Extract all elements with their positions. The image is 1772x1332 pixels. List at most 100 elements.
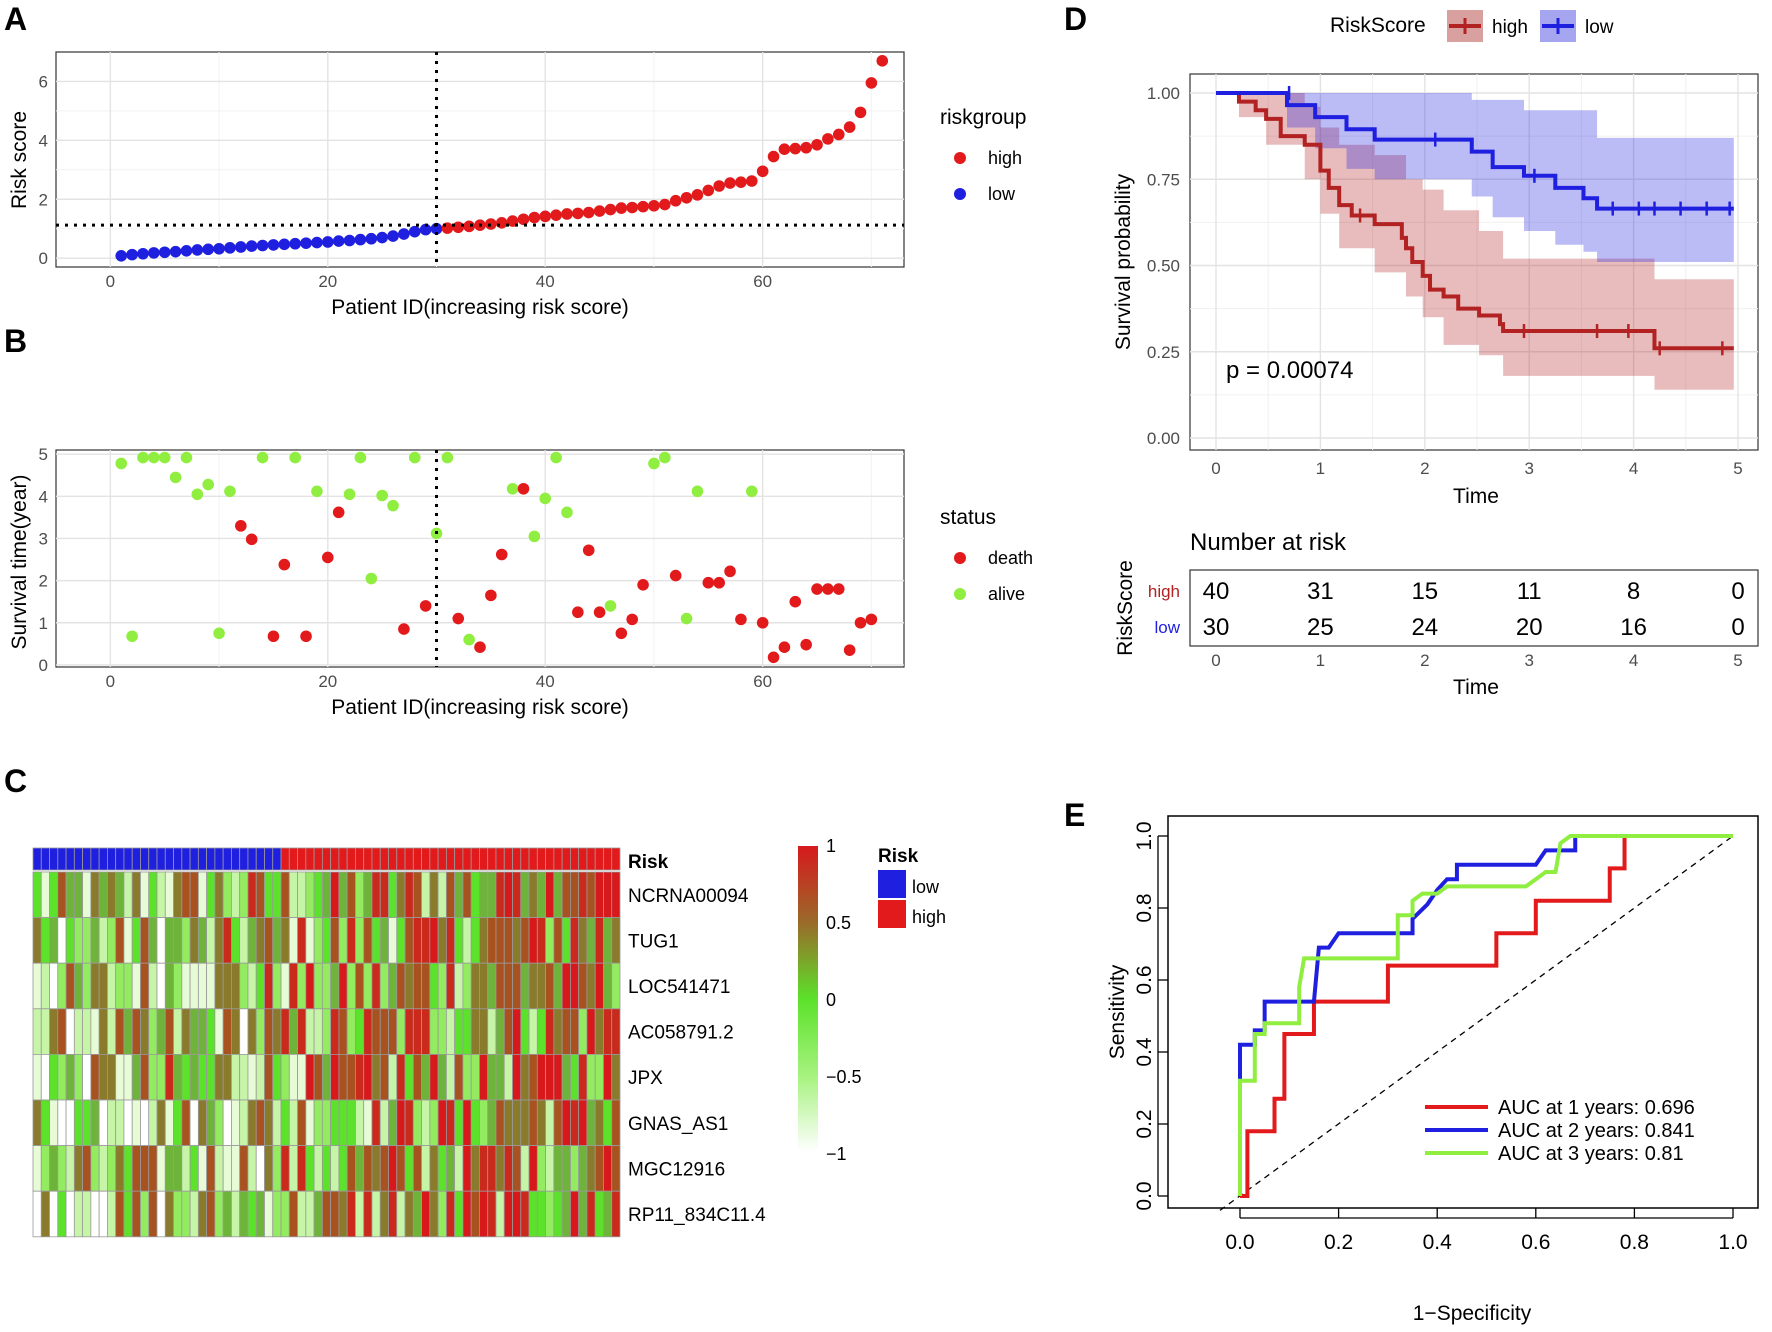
colorbar-tick-label: 0.5	[826, 913, 851, 933]
diagonal-reference	[1219, 835, 1734, 1211]
heatmap-cell	[123, 917, 133, 964]
legend-high-label: high	[912, 907, 946, 927]
heatmap-cell	[363, 962, 373, 1010]
risk-point	[180, 245, 193, 257]
heatmap-cell	[297, 917, 307, 964]
heatmap-cell	[528, 1008, 538, 1055]
annotation-cell	[520, 847, 530, 871]
y-tick-label: 0.50	[1147, 257, 1180, 276]
heatmap-cell	[429, 962, 439, 1010]
death-point	[452, 612, 465, 625]
heatmap-cell	[321, 1099, 332, 1146]
heatmap-cell	[603, 1008, 613, 1055]
heatmap-cell	[512, 1145, 522, 1192]
heatmap-cell	[173, 1099, 183, 1146]
heatmap-cell	[49, 1145, 59, 1192]
x-tick-label: 4	[1629, 459, 1638, 478]
heatmap-cell	[264, 1190, 274, 1238]
heatmap-cell	[321, 962, 332, 1010]
alive-point	[148, 451, 160, 464]
heatmap-cell	[247, 962, 257, 1010]
x-axis-title: Patient ID(increasing risk score)	[331, 696, 629, 719]
y-tick-label: 0	[39, 249, 48, 268]
annotation-cell	[98, 847, 108, 871]
heatmap-cell	[156, 962, 166, 1010]
heatmap-cell	[73, 1008, 84, 1055]
y-tick-label: 0.8	[1133, 893, 1156, 922]
heatmap-cell	[181, 1099, 191, 1146]
heatmap-cell	[330, 1145, 340, 1192]
heatmap-cell	[189, 917, 199, 964]
heatmap-cell	[206, 917, 216, 964]
heatmap-cell	[594, 871, 604, 918]
annotation-cell	[73, 847, 84, 871]
heatmap-cell	[305, 1190, 315, 1238]
heatmap-cell	[603, 1099, 613, 1146]
heatmap-cell	[520, 1008, 530, 1055]
heatmap-cell	[603, 871, 613, 918]
risk-count: 15	[1411, 578, 1438, 605]
heatmap-cell	[495, 1145, 505, 1192]
heatmap-cell	[569, 1008, 580, 1055]
heatmap-cell	[131, 1054, 141, 1101]
y-tick-label: 2	[39, 190, 48, 209]
heatmap-cell	[280, 917, 290, 964]
heatmap-cell	[569, 962, 580, 1010]
heatmap-cell	[82, 962, 92, 1010]
heatmap-cell	[462, 917, 472, 964]
heatmap-cell	[371, 917, 381, 964]
annotation-cell	[454, 847, 464, 871]
heatmap-cell	[528, 871, 538, 918]
death-point	[767, 651, 780, 664]
heatmap-cell	[503, 1190, 513, 1238]
heatmap-cell	[280, 871, 290, 918]
risk-point	[376, 231, 388, 244]
alive-point	[137, 451, 149, 464]
heatmap-cell	[297, 962, 307, 1010]
annotation-cell	[214, 847, 224, 871]
y-axis-title: Risk score	[8, 111, 31, 209]
y-tick-label: 0.4	[1133, 1037, 1156, 1067]
annotation-cell	[445, 847, 456, 871]
heatmap-cell	[437, 1008, 447, 1055]
heatmap-cell	[115, 962, 125, 1010]
annotation-cell	[338, 847, 348, 871]
risk-point	[550, 209, 562, 221]
heatmap-cell	[140, 917, 150, 964]
alive-point	[648, 457, 660, 470]
heatmap-cell	[346, 1099, 356, 1146]
heatmap-cell	[396, 1190, 406, 1238]
heatmap-cell	[181, 1054, 191, 1101]
heatmap-cell	[107, 1099, 117, 1146]
death-point	[419, 600, 432, 612]
death-point	[811, 583, 823, 595]
legend-label: AUC at 2 years: 0.841	[1498, 1120, 1695, 1142]
heatmap-cell	[355, 1054, 365, 1101]
heatmap-cell	[355, 1008, 365, 1055]
heatmap-cell	[346, 871, 356, 918]
heatmap-cell	[313, 1145, 323, 1192]
heatmap-cell	[49, 1190, 59, 1238]
risk-count: 0	[1731, 614, 1744, 641]
heatmap-cell	[445, 1099, 456, 1146]
annotation-cell	[123, 847, 133, 871]
heatmap-cell	[222, 962, 232, 1010]
alive-point	[202, 478, 215, 491]
heatmap-cell	[429, 1054, 439, 1101]
heatmap-cell	[32, 1145, 42, 1192]
annotation-cell	[421, 847, 431, 871]
heatmap-cell	[462, 962, 472, 1010]
heatmap-cell	[578, 871, 588, 918]
y-tick-label: 1.00	[1147, 84, 1180, 103]
heatmap-cell	[404, 1099, 414, 1146]
risk-point	[126, 248, 138, 261]
heatmap-cell	[57, 1008, 67, 1055]
heatmap-cell	[594, 1190, 604, 1238]
roc-curve	[1240, 834, 1733, 1198]
heatmap-cell	[32, 1008, 42, 1055]
alive-point	[408, 451, 421, 464]
risk-point	[311, 236, 323, 249]
heatmap-cell	[561, 1054, 571, 1101]
death-point	[865, 613, 878, 626]
heatmap-cell	[197, 1145, 208, 1192]
